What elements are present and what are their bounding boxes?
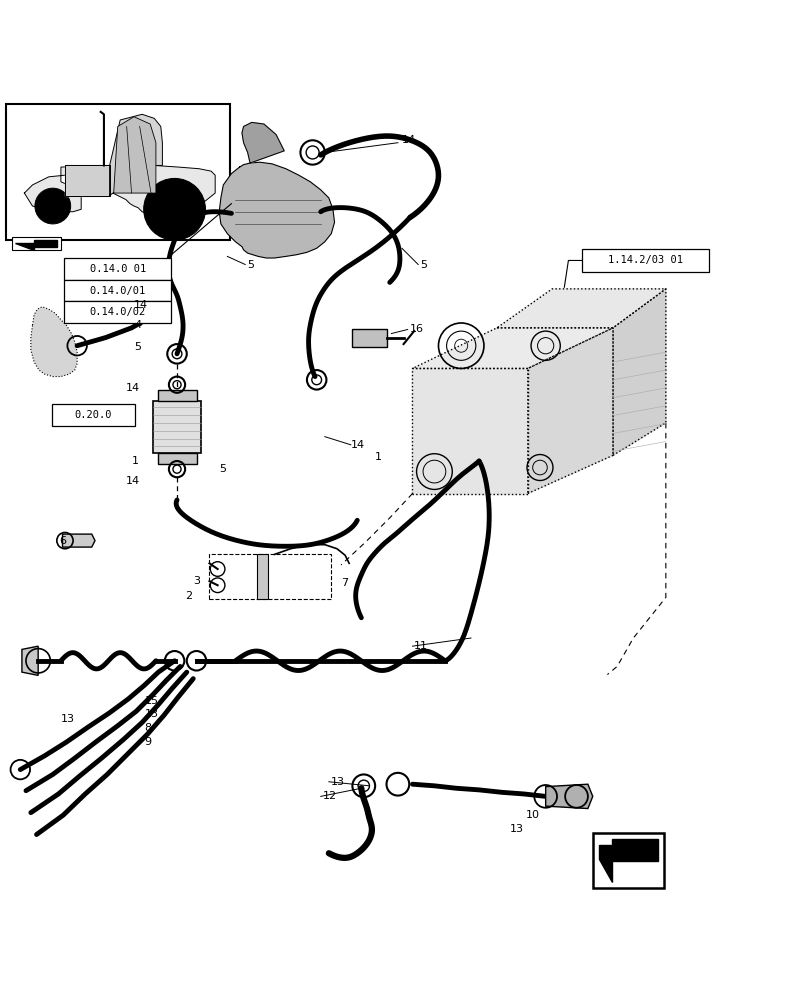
FancyBboxPatch shape xyxy=(64,301,171,323)
Bar xyxy=(592,833,663,888)
Text: 13: 13 xyxy=(61,714,75,724)
Polygon shape xyxy=(22,646,38,675)
Bar xyxy=(6,104,230,240)
Polygon shape xyxy=(412,368,527,494)
FancyBboxPatch shape xyxy=(52,404,135,426)
Text: 0.14.0/01: 0.14.0/01 xyxy=(89,286,146,296)
Polygon shape xyxy=(612,289,665,455)
Bar xyxy=(152,401,201,453)
Polygon shape xyxy=(114,117,156,193)
Polygon shape xyxy=(496,289,665,328)
Circle shape xyxy=(35,188,71,224)
Text: 5: 5 xyxy=(247,260,255,270)
Polygon shape xyxy=(109,114,162,196)
Text: 14: 14 xyxy=(401,135,415,145)
Bar xyxy=(351,329,387,347)
FancyBboxPatch shape xyxy=(581,249,709,272)
Polygon shape xyxy=(242,122,284,163)
Polygon shape xyxy=(65,165,109,196)
Text: 16: 16 xyxy=(410,324,423,334)
Text: 4: 4 xyxy=(134,320,141,330)
Bar xyxy=(12,237,61,250)
Text: 14: 14 xyxy=(126,476,139,486)
Polygon shape xyxy=(15,240,57,250)
Text: 14: 14 xyxy=(134,300,148,310)
FancyBboxPatch shape xyxy=(64,258,171,280)
Text: 10: 10 xyxy=(526,810,539,820)
Bar xyxy=(157,453,196,464)
Polygon shape xyxy=(599,839,657,882)
Text: 12: 12 xyxy=(323,791,337,801)
Text: 13: 13 xyxy=(509,824,523,834)
Text: 11: 11 xyxy=(414,641,427,651)
Text: 13: 13 xyxy=(331,777,345,787)
Text: 5: 5 xyxy=(420,260,427,270)
Text: 6: 6 xyxy=(59,536,67,546)
Text: 1.14.2/03 01: 1.14.2/03 01 xyxy=(607,255,682,265)
Text: 0.20.0: 0.20.0 xyxy=(75,410,112,420)
Text: 7: 7 xyxy=(341,578,348,588)
Text: 0.14.0 01: 0.14.0 01 xyxy=(89,264,146,274)
Text: 15: 15 xyxy=(144,696,158,706)
Polygon shape xyxy=(412,328,612,368)
Text: 1: 1 xyxy=(375,452,382,462)
Text: 5: 5 xyxy=(219,464,226,474)
Bar xyxy=(157,390,196,401)
Text: 2: 2 xyxy=(185,591,192,601)
Text: 3: 3 xyxy=(193,576,200,586)
Polygon shape xyxy=(31,307,77,377)
Text: 14: 14 xyxy=(350,440,364,450)
Text: 9: 9 xyxy=(144,737,152,747)
Polygon shape xyxy=(256,554,268,599)
Text: 1: 1 xyxy=(131,456,139,466)
Polygon shape xyxy=(545,784,592,809)
Polygon shape xyxy=(527,328,612,494)
Circle shape xyxy=(166,201,182,217)
Text: 13: 13 xyxy=(144,709,158,719)
Text: 8: 8 xyxy=(144,723,152,733)
Polygon shape xyxy=(219,162,334,258)
Circle shape xyxy=(154,189,195,230)
FancyBboxPatch shape xyxy=(64,280,171,301)
Text: 0.14.0/02: 0.14.0/02 xyxy=(89,307,146,317)
Polygon shape xyxy=(62,534,95,547)
Circle shape xyxy=(41,195,64,217)
Polygon shape xyxy=(24,165,215,217)
Circle shape xyxy=(144,178,205,240)
Bar xyxy=(209,554,331,599)
Text: 5: 5 xyxy=(134,342,141,352)
Text: 14: 14 xyxy=(126,383,139,393)
